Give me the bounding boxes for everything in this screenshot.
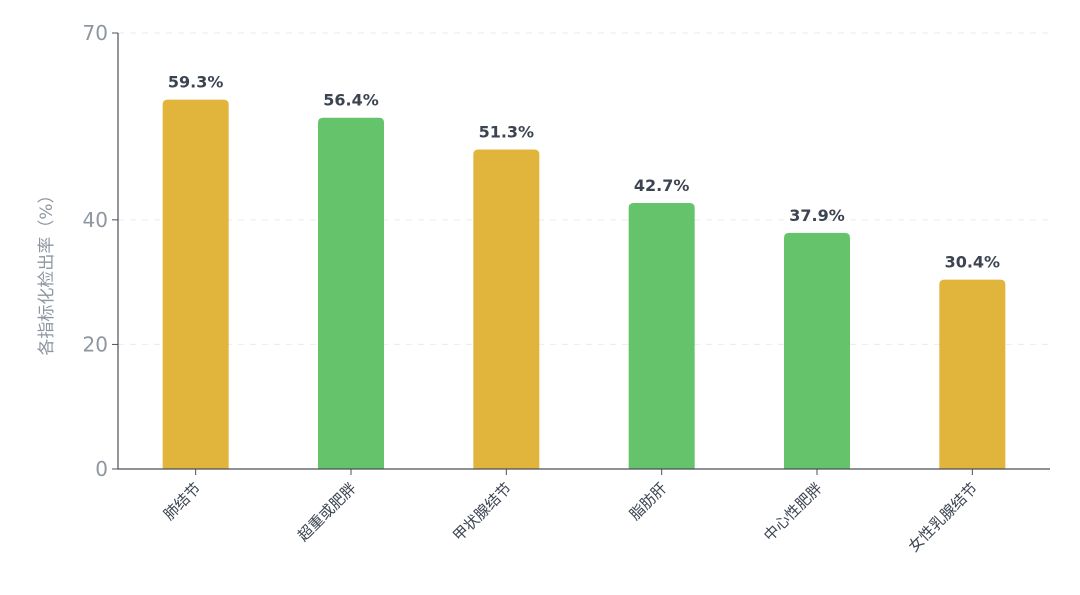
x-category-label: 中心性肥胖 <box>760 479 826 545</box>
x-category-label: 脂肪肝 <box>626 479 671 524</box>
bar <box>318 117 384 470</box>
data-label: 51.3% <box>479 122 535 141</box>
data-label: 37.9% <box>789 206 845 225</box>
x-category-label: 甲状腺结节 <box>449 479 515 545</box>
bars <box>162 99 1006 470</box>
y-tick-label: 40 <box>83 208 108 232</box>
x-category-label: 超重或肥胖 <box>294 479 360 545</box>
data-label: 42.7% <box>634 176 690 195</box>
y-tick-label: 70 <box>83 21 108 45</box>
data-label: 59.3% <box>168 73 224 92</box>
bar <box>939 279 1006 469</box>
bar <box>162 99 229 469</box>
bar <box>784 232 850 469</box>
x-category-label: 女性乳腺结节 <box>905 479 981 555</box>
gridlines <box>112 32 1050 470</box>
bar <box>473 149 540 469</box>
y-tick-label: 20 <box>83 332 108 356</box>
y-axis-label: 各指标化检出率（%） <box>37 186 57 355</box>
x-axis-categories: 肺结节 超重或肥胖 甲状腺结节 脂肪肝 中心性肥胖 女性乳腺结节 <box>160 469 981 555</box>
data-label: 30.4% <box>945 253 1001 272</box>
data-label: 56.4% <box>323 91 379 110</box>
y-tick-label: 0 <box>95 457 108 481</box>
bar <box>628 203 695 470</box>
data-labels: 59.3% 56.4% 51.3% 42.7% 37.9% 30.4% <box>168 73 1000 272</box>
x-category-label: 肺结节 <box>160 479 205 524</box>
y-axis-ticks: 0 20 40 70 <box>83 21 108 481</box>
